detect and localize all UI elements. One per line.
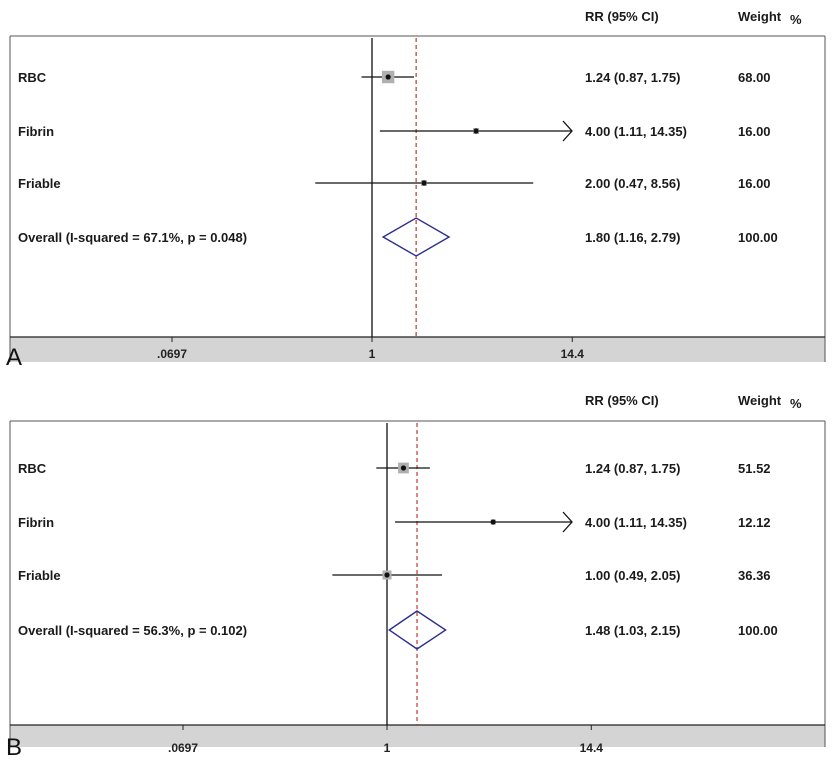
rr-ci-value: 1.48 (1.03, 2.15) bbox=[585, 623, 680, 638]
weight-value: 36.36 bbox=[738, 568, 771, 583]
rr-ci-value: 2.00 (0.47, 8.56) bbox=[585, 176, 680, 191]
point-estimate bbox=[421, 180, 427, 186]
rr-ci-value: 1.00 (0.49, 2.05) bbox=[585, 568, 680, 583]
overall-diamond bbox=[381, 217, 451, 257]
weight-value: 16.00 bbox=[738, 176, 771, 191]
ci-arrow-head bbox=[562, 120, 573, 142]
study-label: Fibrin bbox=[18, 515, 54, 530]
overall-label: Overall (I-squared = 56.3%, p = 0.102) bbox=[18, 623, 247, 638]
point-estimate bbox=[400, 465, 407, 471]
study-label: RBC bbox=[18, 461, 47, 476]
x-tick-label: 1 bbox=[384, 741, 391, 755]
study-label: Fibrin bbox=[18, 124, 54, 139]
x-tick-label: .0697 bbox=[157, 347, 187, 361]
weight-unit-label: % bbox=[790, 396, 802, 411]
rr-ci-value: 4.00 (1.11, 14.35) bbox=[585, 124, 687, 139]
weight-value: 100.00 bbox=[738, 230, 778, 245]
weight-value: 16.00 bbox=[738, 124, 771, 139]
rr-ci-value: 1.24 (0.87, 1.75) bbox=[585, 461, 680, 476]
study-label: Friable bbox=[18, 568, 61, 583]
rr-ci-value: 1.80 (1.16, 2.79) bbox=[585, 230, 680, 245]
rr-column-header: RR (95% CI) bbox=[585, 393, 659, 408]
rr-ci-value: 4.00 (1.11, 14.35) bbox=[585, 515, 687, 530]
weight-value: 100.00 bbox=[738, 623, 778, 638]
axis-band bbox=[10, 725, 825, 747]
study-label: Friable bbox=[18, 176, 61, 191]
weight-value: 51.52 bbox=[738, 461, 771, 476]
axis-band bbox=[10, 337, 825, 362]
overall-label: Overall (I-squared = 67.1%, p = 0.048) bbox=[18, 230, 247, 245]
forest-panel-b: RR (95% CI) Weight % .0697 1 14.4 B RBC 1.24 (0.… bbox=[6, 393, 826, 761]
overall-diamond bbox=[388, 610, 447, 650]
panel-label: A bbox=[6, 344, 22, 371]
rr-column-header: RR (95% CI) bbox=[585, 9, 659, 24]
rr-ci-value: 1.24 (0.87, 1.75) bbox=[585, 70, 680, 85]
point-estimate bbox=[384, 572, 390, 578]
panel-label: B bbox=[6, 734, 22, 761]
point-estimate bbox=[473, 128, 479, 134]
ci-arrow-head bbox=[562, 511, 573, 533]
point-estimate bbox=[385, 74, 391, 80]
study-label: RBC bbox=[18, 70, 47, 85]
weight-unit-label: % bbox=[790, 12, 802, 27]
weight-value: 68.00 bbox=[738, 70, 771, 85]
point-estimate bbox=[490, 519, 496, 525]
weight-column-header: Weight bbox=[738, 393, 782, 408]
x-tick-label: 1 bbox=[369, 347, 376, 361]
weight-column-header: Weight bbox=[738, 9, 782, 24]
forest-panel-a: RR (95% CI) Weight % .0697 1 14.4 A RBC 1.24 (0.… bbox=[0, 9, 835, 373]
x-tick-label: 14.4 bbox=[580, 741, 604, 755]
x-tick-label: .0697 bbox=[168, 741, 198, 755]
weight-value: 12.12 bbox=[738, 515, 771, 530]
x-tick-label: 14.4 bbox=[561, 347, 585, 361]
